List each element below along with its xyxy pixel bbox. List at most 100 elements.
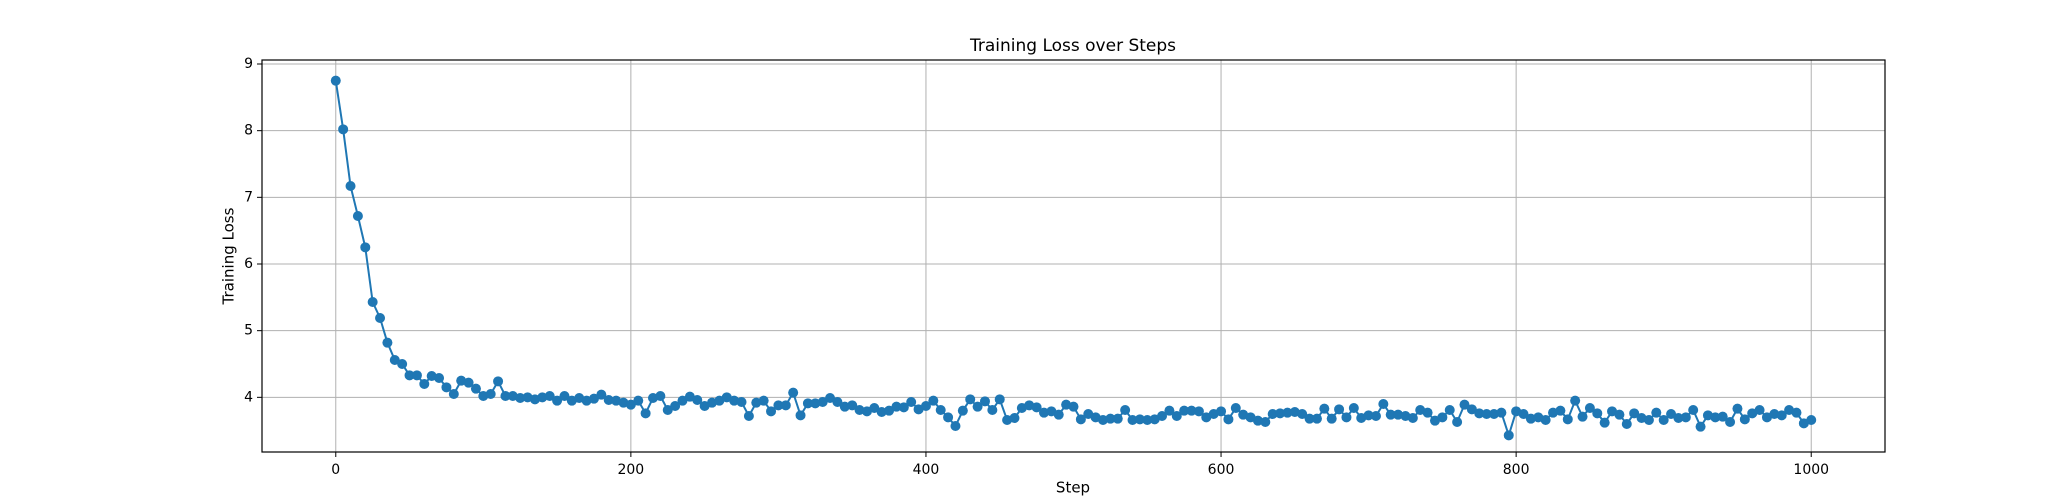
x-tick-label: 800 xyxy=(1503,462,1530,478)
loss-point xyxy=(1134,414,1145,425)
loss-point xyxy=(920,401,931,411)
x-axis-label: Step xyxy=(1056,479,1090,497)
loss-point xyxy=(943,412,954,423)
loss-point xyxy=(1393,409,1404,420)
y-tick-label: 5 xyxy=(244,323,253,339)
loss-point xyxy=(470,383,481,394)
loss-point xyxy=(375,313,386,323)
loss-point xyxy=(1717,411,1728,422)
loss-point xyxy=(972,401,983,412)
loss-point xyxy=(1629,408,1640,419)
loss-point xyxy=(1695,421,1706,432)
x-tick-label: 200 xyxy=(617,462,644,478)
loss-point xyxy=(1348,403,1359,413)
loss-point xyxy=(625,399,636,410)
loss-point xyxy=(979,396,990,407)
loss-point xyxy=(552,395,563,406)
loss-point xyxy=(736,397,747,407)
loss-point xyxy=(898,402,909,413)
loss-point xyxy=(1658,415,1669,425)
loss-point xyxy=(1621,419,1632,429)
loss-point xyxy=(1489,409,1500,419)
loss-point xyxy=(891,401,902,412)
loss-point xyxy=(1112,413,1123,424)
loss-point xyxy=(677,395,688,406)
loss-point xyxy=(847,400,858,411)
loss-point xyxy=(1385,409,1396,420)
loss-point xyxy=(1319,403,1330,414)
loss-point xyxy=(1297,409,1308,419)
loss-point xyxy=(1031,402,1042,413)
loss-point xyxy=(780,400,791,411)
loss-point xyxy=(1105,413,1116,424)
loss-point xyxy=(869,403,880,413)
loss-point xyxy=(1252,415,1263,426)
loss-point xyxy=(1481,409,1492,419)
loss-point xyxy=(1577,411,1588,422)
loss-point xyxy=(876,407,887,417)
loss-point xyxy=(1223,414,1234,425)
loss-point xyxy=(1378,399,1389,409)
loss-point xyxy=(1518,409,1529,419)
loss-point xyxy=(1260,417,1271,427)
loss-point xyxy=(773,400,784,411)
loss-point xyxy=(544,391,555,401)
y-tick-label: 8 xyxy=(244,123,253,139)
loss-point xyxy=(448,389,459,399)
loss-point xyxy=(1680,412,1691,423)
loss-point xyxy=(1776,410,1787,421)
loss-point xyxy=(884,405,895,416)
y-tick-label: 6 xyxy=(244,256,253,272)
x-tick-label: 0 xyxy=(331,462,340,478)
loss-point xyxy=(1127,415,1138,425)
loss-point xyxy=(1230,403,1241,413)
loss-point xyxy=(493,376,504,387)
loss-point xyxy=(1068,401,1079,412)
x-tick-label: 1000 xyxy=(1793,462,1829,478)
loss-point xyxy=(928,395,939,406)
loss-point xyxy=(1599,417,1610,428)
loss-point xyxy=(1304,413,1315,424)
loss-point xyxy=(950,421,961,431)
loss-point xyxy=(441,382,452,393)
loss-point xyxy=(766,406,777,417)
loss-point xyxy=(1334,404,1345,415)
loss-point xyxy=(802,398,813,409)
loss-point xyxy=(1710,412,1721,423)
y-tick-label: 4 xyxy=(244,389,253,405)
loss-point xyxy=(692,395,703,405)
loss-point xyxy=(1142,415,1153,425)
loss-point xyxy=(662,405,673,415)
loss-point xyxy=(1437,412,1448,423)
loss-point xyxy=(633,395,644,406)
loss-point xyxy=(1555,405,1566,416)
loss-point xyxy=(1614,409,1625,420)
loss-point xyxy=(389,355,400,365)
loss-point xyxy=(1157,411,1168,421)
loss-point xyxy=(1326,413,1337,424)
loss-point xyxy=(404,370,415,381)
loss-point xyxy=(1311,413,1322,424)
loss-point xyxy=(1267,409,1278,419)
loss-point xyxy=(1791,407,1802,418)
loss-point xyxy=(1164,405,1175,416)
loss-point xyxy=(1179,405,1190,416)
loss-point xyxy=(854,405,865,415)
y-axis-label: Training Loss xyxy=(220,207,238,305)
loss-point xyxy=(537,392,548,403)
loss-point xyxy=(935,405,946,415)
loss-point xyxy=(1452,417,1463,427)
loss-point xyxy=(743,411,754,421)
loss-point xyxy=(419,379,430,389)
loss-point xyxy=(795,410,806,421)
loss-point xyxy=(411,370,422,381)
loss-point xyxy=(655,391,666,401)
plot-frame xyxy=(261,59,1886,453)
loss-point xyxy=(994,394,1005,405)
loss-point xyxy=(1370,411,1381,421)
loss-point xyxy=(1422,407,1433,418)
y-tick-label: 9 xyxy=(244,56,253,72)
loss-point xyxy=(338,124,349,135)
y-tick-label: 7 xyxy=(244,189,253,205)
